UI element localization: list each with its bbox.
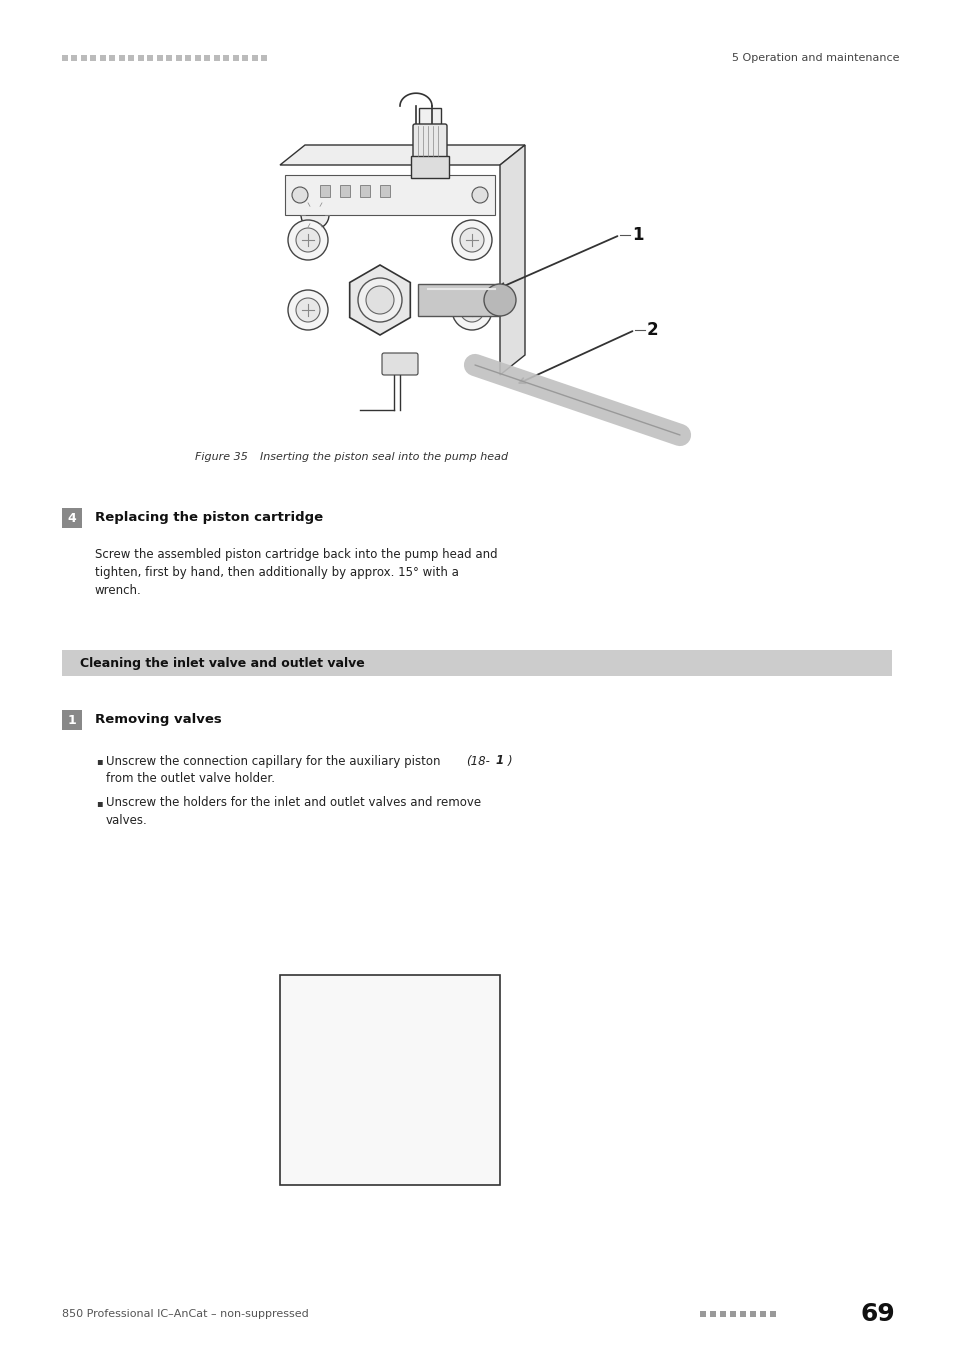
FancyBboxPatch shape [381, 352, 417, 375]
Bar [213, 55, 220, 61]
Text: Cleaning the inlet valve and outlet valve: Cleaning the inlet valve and outlet valv… [80, 656, 364, 670]
Polygon shape [280, 144, 524, 165]
Text: 5 Operation and maintenance: 5 Operation and maintenance [732, 53, 899, 63]
Bar [100, 55, 106, 61]
Bar [418, 108, 440, 165]
Circle shape [288, 290, 328, 329]
Bar [129, 55, 134, 61]
Bar [720, 1311, 725, 1318]
Bar [242, 55, 248, 61]
Circle shape [452, 290, 492, 329]
Text: Screw the assembled piston cartridge back into the pump head and: Screw the assembled piston cartridge bac… [95, 548, 497, 562]
Bar [81, 55, 87, 61]
Text: (18-: (18- [465, 755, 489, 768]
Circle shape [292, 188, 308, 202]
Text: valves.: valves. [106, 814, 148, 828]
Bar [261, 55, 267, 61]
Bar [359, 185, 370, 197]
Text: Inserting the piston seal into the pump head: Inserting the piston seal into the pump … [260, 452, 508, 462]
Circle shape [366, 286, 394, 315]
Circle shape [301, 201, 329, 230]
Bar [319, 185, 330, 197]
Text: ▪: ▪ [96, 756, 103, 765]
Circle shape [459, 228, 483, 252]
Text: ▪: ▪ [96, 798, 103, 809]
Bar [760, 1311, 765, 1318]
Circle shape [472, 188, 488, 202]
Bar [91, 55, 96, 61]
Bar [194, 55, 201, 61]
Bar [138, 55, 144, 61]
Bar [148, 55, 153, 61]
Circle shape [288, 220, 328, 261]
Bar [62, 649, 891, 676]
Text: 1: 1 [68, 714, 76, 726]
Bar [62, 508, 82, 528]
Bar [110, 55, 115, 61]
Circle shape [459, 298, 483, 323]
Text: wrench.: wrench. [95, 585, 142, 597]
Bar [204, 55, 211, 61]
Bar [62, 710, 82, 730]
Bar [252, 55, 257, 61]
Bar [339, 185, 350, 197]
Bar [769, 1311, 775, 1318]
Bar [411, 157, 449, 178]
Text: 69: 69 [860, 1301, 894, 1326]
Text: 1: 1 [496, 755, 503, 768]
Text: Figure 35: Figure 35 [194, 452, 248, 462]
Polygon shape [280, 975, 499, 1185]
FancyBboxPatch shape [413, 124, 447, 158]
Bar [700, 1311, 705, 1318]
Text: 4: 4 [68, 512, 76, 525]
Text: Unscrew the connection capillary for the auxiliary piston: Unscrew the connection capillary for the… [106, 755, 444, 768]
Bar [157, 55, 163, 61]
Bar [709, 1311, 716, 1318]
Circle shape [452, 220, 492, 261]
Text: 1: 1 [631, 225, 643, 244]
Bar [233, 55, 239, 61]
Bar [62, 55, 68, 61]
Text: ): ) [507, 755, 512, 768]
Bar [740, 1311, 745, 1318]
Bar [71, 55, 77, 61]
Bar [285, 176, 495, 215]
Text: 850 Professional IC–AnCat – non-suppressed: 850 Professional IC–AnCat – non-suppress… [62, 1310, 309, 1319]
Bar [175, 55, 182, 61]
Bar [729, 1311, 735, 1318]
Polygon shape [350, 265, 410, 335]
Text: tighten, first by hand, then additionally by approx. 15° with a: tighten, first by hand, then additionall… [95, 566, 458, 579]
Bar [417, 284, 499, 316]
Circle shape [295, 298, 319, 323]
Text: Removing valves: Removing valves [95, 714, 221, 726]
Text: from the outlet valve holder.: from the outlet valve holder. [106, 772, 274, 786]
Circle shape [295, 228, 319, 252]
Bar [379, 185, 390, 197]
Circle shape [483, 284, 516, 316]
Polygon shape [499, 144, 524, 375]
Bar [223, 55, 230, 61]
Text: 2: 2 [646, 321, 658, 339]
Text: Replacing the piston cartridge: Replacing the piston cartridge [95, 512, 323, 525]
Circle shape [357, 278, 401, 323]
Bar [119, 55, 125, 61]
Bar [749, 1311, 755, 1318]
Bar [167, 55, 172, 61]
Bar [185, 55, 192, 61]
Text: Unscrew the holders for the inlet and outlet valves and remove: Unscrew the holders for the inlet and ou… [106, 796, 480, 810]
